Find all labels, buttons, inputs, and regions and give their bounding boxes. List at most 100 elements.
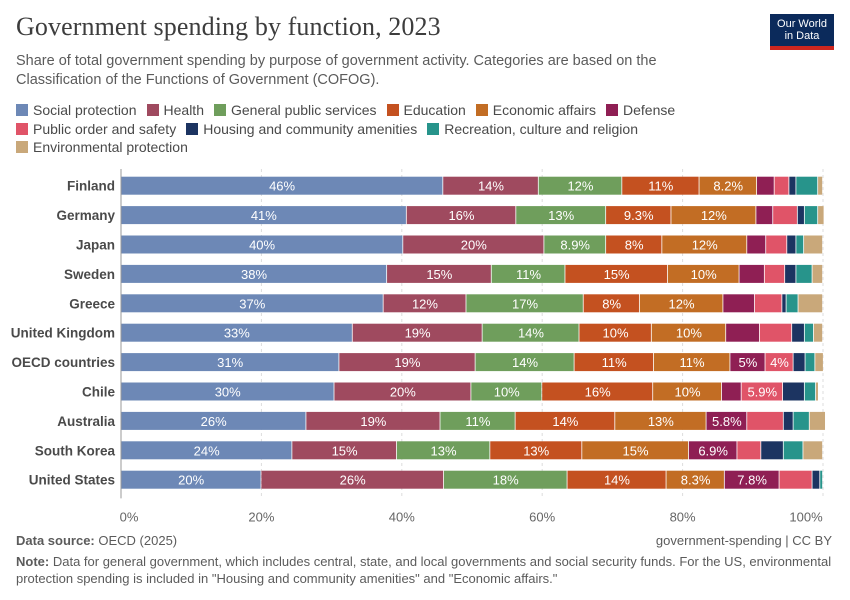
legend-label: General public services: [230, 102, 377, 118]
bar-segment-defense: [747, 235, 766, 254]
data-label: 8%: [602, 296, 621, 311]
category-label: Greece: [69, 296, 115, 311]
data-label: 12%: [669, 296, 695, 311]
data-label: 11%: [516, 267, 541, 282]
bar-segment-public-order-and-safety: [779, 470, 812, 489]
bar-segment-recreation-culture-and-religion: [796, 176, 818, 195]
legend-swatch: [16, 141, 28, 153]
chart-legend: Social protection Health General public se…: [16, 101, 816, 157]
logo-line-2: in Data: [784, 30, 820, 42]
legend-item-environmental-protection[interactable]: Environmental protection: [16, 138, 188, 157]
bar-segment-defense: [724, 470, 779, 489]
legend-item-economic-affairs[interactable]: Economic affairs: [475, 101, 596, 120]
bar-segment-environmental-protection: [809, 411, 826, 430]
data-source-label: Data source:: [16, 533, 95, 548]
data-label: 8.2%: [713, 179, 743, 194]
data-source-link[interactable]: OECD (2025): [98, 533, 178, 548]
bar-segment-economic-affairs: [667, 264, 739, 283]
data-label: 13%: [523, 443, 549, 458]
category-label: South Korea: [35, 443, 116, 458]
bar-segment-general-public-services: [516, 206, 606, 225]
bar-segment-public-order-and-safety: [766, 235, 787, 254]
data-label: 10%: [676, 326, 702, 341]
bar-segment-public-order-and-safety: [774, 176, 789, 195]
data-label: 37%: [239, 296, 265, 311]
legend-swatch: [606, 104, 619, 116]
bar-segment-economic-affairs: [666, 470, 724, 489]
legend-item-housing-and-community-amenities[interactable]: Housing and community amenities: [186, 120, 417, 139]
category-label: Chile: [82, 385, 115, 400]
data-label: 18%: [493, 473, 519, 488]
data-label: 12%: [692, 238, 718, 253]
bar-segment-health: [352, 323, 482, 342]
data-label: 14%: [478, 179, 504, 194]
data-label: 5%: [738, 355, 757, 370]
bar-segment-recreation-culture-and-religion: [804, 323, 814, 342]
bar-segment-environmental-protection: [813, 323, 823, 342]
bar-segment-health: [387, 264, 491, 283]
data-label: 14%: [518, 326, 544, 341]
bar-segment-education: [542, 382, 653, 401]
bar-segment-education: [515, 411, 615, 430]
bar-segment-housing-and-community-amenities: [797, 206, 804, 225]
bar-segment-education: [606, 206, 671, 225]
bar-segment-social-protection: [121, 206, 406, 225]
owid-logo[interactable]: Our World in Data: [770, 14, 834, 50]
bar-segment-general-public-services: [475, 353, 574, 372]
legend-item-recreation-culture-and-religion[interactable]: Recreation, culture and religion: [427, 120, 638, 139]
bar-segment-health: [443, 176, 538, 195]
bar-segment-housing-and-community-amenities: [792, 323, 804, 342]
data-label: 41%: [251, 208, 277, 223]
bar-segment-environmental-protection: [815, 382, 818, 401]
bar-segment-environmental-protection: [818, 176, 823, 195]
license-text[interactable]: government-spending | CC BY: [655, 533, 832, 548]
bar-segment-general-public-services: [396, 441, 490, 460]
legend-swatch: [186, 122, 199, 135]
bar-segment-social-protection: [121, 294, 383, 313]
legend-swatch: [16, 122, 28, 135]
data-label: 12%: [701, 208, 727, 223]
data-label: 5.9%: [747, 385, 777, 400]
data-label: 5.8%: [712, 414, 742, 429]
data-label: 46%: [269, 179, 295, 194]
legend-swatch: [475, 104, 488, 116]
bar-segment-social-protection: [121, 411, 306, 430]
category-label: United States: [29, 473, 115, 488]
data-label: 11%: [465, 414, 490, 429]
bar-segment-general-public-services: [482, 323, 579, 342]
bar-segment-social-protection: [121, 235, 403, 254]
legend-item-social-protection[interactable]: Social protection: [16, 101, 137, 120]
bar-segment-public-order-and-safety: [764, 264, 785, 283]
legend-item-public-order-and-safety[interactable]: Public order and safety: [16, 120, 176, 139]
bar-segment-economic-affairs: [582, 441, 689, 460]
note-text: Data for general government, which inclu…: [16, 554, 832, 586]
data-source: Data source: OECD (2025): [16, 533, 177, 548]
data-label: 11%: [648, 179, 673, 194]
x-tick-label: 80%: [670, 509, 696, 524]
legend-item-health[interactable]: Health: [146, 101, 204, 120]
bar-segment-social-protection: [121, 441, 292, 460]
legend-swatch: [427, 122, 440, 135]
data-label: 11%: [680, 355, 705, 370]
bar-segment-housing-and-community-amenities: [812, 470, 820, 489]
bar-segment-health: [383, 294, 466, 313]
data-label: 20%: [390, 385, 416, 400]
x-tick-label: 20%: [248, 509, 274, 524]
bar-segment-housing-and-community-amenities: [787, 235, 796, 254]
bar-segment-general-public-services: [471, 382, 542, 401]
chart-subtitle: Share of total government spending by pu…: [16, 53, 657, 88]
stacked-bar-chart: 0% 20% 40% 60% 80% 100% Finland 46% 14% 12% 11% 8.2…: [11, 169, 826, 524]
data-label: 8.3%: [681, 473, 711, 488]
legend-item-general-public-services[interactable]: General public services: [213, 101, 377, 120]
data-label: 19%: [394, 355, 420, 370]
category-label: Japan: [76, 238, 115, 253]
bar-segment-social-protection: [121, 470, 261, 489]
legend-item-education[interactable]: Education: [386, 101, 466, 120]
bar-segment-economic-affairs: [639, 294, 723, 313]
bar-segment-general-public-services: [544, 235, 606, 254]
bar-segment-housing-and-community-amenities: [761, 441, 783, 460]
legend-item-defense[interactable]: Defense: [606, 101, 675, 120]
x-tick-label: 40%: [389, 509, 415, 524]
bar-segment-defense: [706, 411, 747, 430]
legend-swatch: [16, 104, 28, 116]
